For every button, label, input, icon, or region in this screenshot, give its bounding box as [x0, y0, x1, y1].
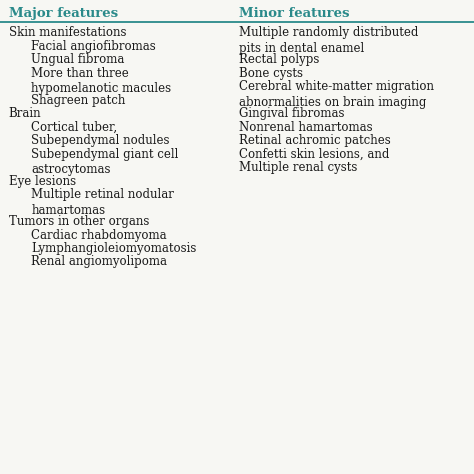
Text: Bone cysts: Bone cysts — [239, 66, 303, 80]
Text: Nonrenal hamartomas: Nonrenal hamartomas — [239, 120, 373, 134]
Text: Brain: Brain — [9, 107, 41, 120]
Text: Renal angiomyolipoma: Renal angiomyolipoma — [31, 255, 167, 268]
Text: Cortical tuber,: Cortical tuber, — [31, 120, 118, 134]
Text: Ungual fibroma: Ungual fibroma — [31, 53, 125, 66]
Text: Lymphangioleiomyomatosis: Lymphangioleiomyomatosis — [31, 242, 197, 255]
Text: Multiple randomly distributed
pits in dental enamel: Multiple randomly distributed pits in de… — [239, 26, 419, 55]
Text: Retinal achromic patches: Retinal achromic patches — [239, 134, 391, 147]
Text: Shagreen patch: Shagreen patch — [31, 93, 126, 107]
Text: Eye lesions: Eye lesions — [9, 174, 76, 188]
Text: Subependymal giant cell
astrocytomas: Subependymal giant cell astrocytomas — [31, 147, 179, 176]
Text: Cardiac rhabdomyoma: Cardiac rhabdomyoma — [31, 228, 167, 241]
Text: Cerebral white-matter migration
abnormalities on brain imaging: Cerebral white-matter migration abnormal… — [239, 80, 434, 109]
Text: Tumors in other organs: Tumors in other organs — [9, 215, 149, 228]
Text: Minor features: Minor features — [239, 7, 350, 20]
Text: Major features: Major features — [9, 7, 118, 20]
Text: Confetti skin lesions, and: Confetti skin lesions, and — [239, 147, 390, 161]
Text: More than three
hypomelanotic macules: More than three hypomelanotic macules — [31, 66, 172, 95]
Text: Subependymal nodules: Subependymal nodules — [31, 134, 170, 147]
Text: Rectal polyps: Rectal polyps — [239, 53, 320, 66]
Text: Facial angiofibromas: Facial angiofibromas — [31, 39, 156, 53]
Text: Gingival fibromas: Gingival fibromas — [239, 107, 345, 120]
Text: Skin manifestations: Skin manifestations — [9, 26, 126, 39]
Text: Multiple renal cysts: Multiple renal cysts — [239, 161, 358, 174]
Text: Multiple retinal nodular
hamartomas: Multiple retinal nodular hamartomas — [31, 188, 174, 217]
